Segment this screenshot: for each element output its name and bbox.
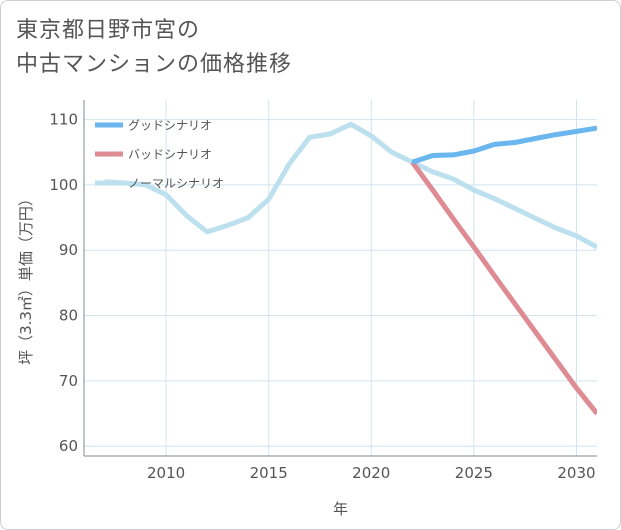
- legend-label: ノーマルシナリオ: [128, 177, 224, 191]
- x-tick-label: 2025: [455, 464, 493, 482]
- x-axis-title: 年: [333, 500, 348, 518]
- y-tick-label: 70: [59, 372, 78, 390]
- series-line-1: [411, 125, 597, 165]
- title-line-1: 東京都日野市宮の: [16, 18, 201, 43]
- page-title: 東京都日野市宮の 中古マンションの価格推移: [16, 14, 292, 82]
- legend-label: バッドシナリオ: [128, 148, 212, 162]
- legend-label: グッドシナリオ: [128, 119, 212, 133]
- axes: 2010 2015 2020 2025 2030 60 70 80 90 100 110 年 坪（3.3…: [17, 100, 597, 518]
- y-tick-label: 80: [59, 307, 78, 325]
- grid: [84, 100, 597, 456]
- series-lines: [104, 121, 597, 416]
- x-tick-label: 2015: [250, 464, 288, 482]
- series-line-3: [104, 121, 597, 250]
- y-tick-label: 90: [59, 241, 78, 259]
- y-tick-label: 100: [49, 176, 78, 194]
- x-tick-label: 2020: [352, 464, 390, 482]
- y-tick-label: 110: [49, 111, 78, 129]
- y-tick-label: 60: [59, 437, 78, 455]
- title-line-2: 中古マンションの価格推移: [16, 52, 293, 77]
- series-line-2: [410, 160, 597, 416]
- x-tick-label: 2030: [557, 464, 595, 482]
- y-axis-title: 坪（3.3㎡）単価（万円）: [17, 191, 35, 365]
- x-tick-label: 2010: [147, 464, 185, 482]
